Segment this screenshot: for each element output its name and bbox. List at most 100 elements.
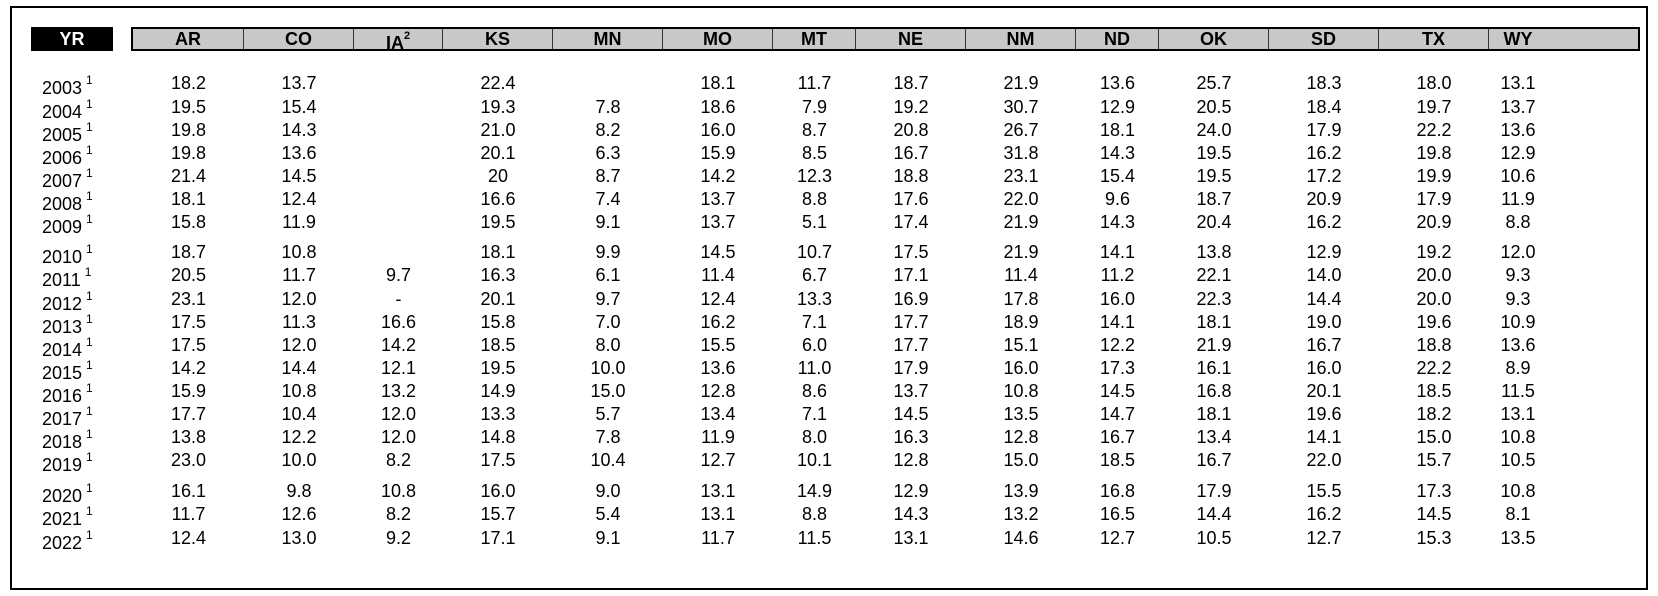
data-cell-ar: 17.5 (170, 335, 207, 355)
year-label: 2019 (42, 455, 83, 475)
column-header-ks: KS (443, 29, 553, 49)
data-cell-ne: 14.3 (893, 504, 929, 524)
data-cell-mt: 10.7 (796, 242, 833, 262)
data-cell-wy: 10.9 (1500, 312, 1536, 332)
data-cell-ks: 18.5 (480, 335, 516, 355)
data-cell-ne: 12.9 (893, 481, 929, 501)
data-cell-mt: 7.9 (801, 97, 828, 117)
data-cell-co: 13.0 (281, 528, 317, 548)
data-cell-ks: 15.8 (480, 312, 516, 332)
column-header-label: MT (801, 29, 827, 49)
year-label: 2012 (42, 294, 83, 314)
data-cell-mn: 9.0 (595, 481, 621, 501)
data-cell-ia: 14.2 (380, 335, 417, 355)
data-cell-ks: 20.1 (480, 289, 516, 309)
data-cell-ne: 17.7 (893, 312, 929, 332)
data-cell-ok: 25.7 (1196, 73, 1232, 93)
data-cell-nd: 12.2 (1099, 335, 1136, 355)
data-cell-tx: 19.6 (1416, 312, 1452, 332)
data-cell-tx: 19.8 (1416, 143, 1452, 163)
table-row: 2007 1 21.4 14.5 20 8.7 14.2 12.3 18.8 23.1 15.4 19… (0, 165, 1658, 191)
data-cell-ok: 18.1 (1196, 312, 1232, 332)
year-label: 2022 (42, 533, 83, 553)
data-cell-nm: 21.9 (1003, 73, 1039, 93)
data-cell-ok: 10.5 (1196, 528, 1232, 548)
data-cell-mt: 11.5 (797, 528, 832, 548)
data-cell-ok: 16.1 (1196, 358, 1232, 378)
column-header-co: CO (244, 29, 354, 49)
data-cell-nm: 12.8 (1003, 427, 1039, 447)
data-cell-ok: 19.5 (1196, 166, 1232, 186)
data-cell-ar: 19.8 (170, 143, 207, 163)
data-cell-wy: 11.9 (1501, 189, 1535, 209)
table-row: 2017 1 17.7 10.4 12.0 13.3 5.7 13.4 7.1 14.5 13.5 1… (0, 403, 1658, 429)
table-row: 2004 1 19.5 15.4 19.3 7.8 18.6 7.9 19.2 30.7 12.9 2… (0, 96, 1658, 122)
data-cell-ne: 18.7 (893, 73, 929, 93)
data-cell-mn: 10.4 (590, 450, 626, 470)
data-cell-nd: 14.1 (1099, 312, 1136, 332)
year-label: 2009 (42, 217, 83, 237)
data-cell-ia: 8.2 (385, 450, 412, 470)
data-cell-ar: 23.1 (170, 289, 207, 309)
data-cell-ok: 20.4 (1196, 212, 1232, 232)
data-cell-ar: 15.9 (170, 381, 207, 401)
data-cell-ok: 13.8 (1196, 242, 1232, 262)
data-cell-ne: 13.1 (893, 528, 929, 548)
data-cell-ks: 20 (487, 166, 509, 186)
data-cell-mt: 8.7 (801, 120, 828, 140)
year-column-header: YR (31, 27, 113, 51)
year-label: 2018 (42, 432, 83, 452)
data-cell-mo: 11.9 (701, 427, 735, 447)
data-cell-nd: 18.5 (1099, 450, 1136, 470)
data-cell-co: 10.8 (281, 242, 317, 262)
data-cell-co: 11.7 (282, 265, 316, 285)
data-cell-co: 13.7 (281, 73, 317, 93)
year-label: 2003 (42, 78, 83, 98)
year-label: 2016 (42, 386, 83, 406)
data-cell-mn: 5.7 (595, 404, 621, 424)
column-header-label: AR (175, 29, 201, 49)
data-cell-mo: 13.1 (700, 481, 736, 501)
data-cell-nm: 22.0 (1003, 189, 1039, 209)
data-cell-ks: 18.1 (480, 242, 516, 262)
data-cell-sd: 16.7 (1306, 335, 1342, 355)
data-cell-ok: 13.4 (1196, 427, 1232, 447)
data-cell-ar: 19.5 (170, 97, 207, 117)
data-cell-tx: 19.9 (1416, 166, 1452, 186)
year-cell: 2012 1 (42, 288, 122, 315)
data-cell-sd: 22.0 (1306, 450, 1342, 470)
data-cell-sd: 18.4 (1306, 97, 1342, 117)
data-cell-ks: 20.1 (480, 143, 516, 163)
data-cell-ok: 14.4 (1196, 504, 1232, 524)
data-cell-sd: 17.2 (1306, 166, 1342, 186)
data-cell-mn: 7.0 (595, 312, 621, 332)
data-cell-mn: 5.4 (595, 504, 621, 524)
data-cell-mn: 10.0 (590, 358, 626, 378)
data-cell-ks: 21.0 (480, 120, 516, 140)
footnote-marker: 1 (86, 189, 93, 203)
data-cell-wy: 13.5 (1500, 528, 1536, 548)
data-cell-mo: 11.4 (701, 265, 735, 285)
data-cell-nd: 14.3 (1099, 143, 1136, 163)
year-cell: 2020 1 (42, 480, 122, 507)
data-cell-ia: 12.0 (380, 404, 417, 424)
data-cell-wy: 8.8 (1505, 212, 1531, 232)
year-label: 2010 (42, 247, 83, 267)
column-header-label: NM (1006, 29, 1035, 49)
table-row: 2005 1 19.8 14.3 21.0 8.2 16.0 8.7 20.8 26.7 18.1 2… (0, 119, 1658, 145)
data-cell-wy: 13.6 (1500, 335, 1536, 355)
data-cell-mo: 18.1 (700, 73, 736, 93)
column-header-label: MO (703, 29, 732, 49)
data-cell-mt: 8.8 (801, 504, 828, 524)
data-cell-mo: 13.6 (700, 358, 736, 378)
year-cell: 2014 1 (42, 334, 122, 361)
data-cell-co: 9.8 (286, 481, 312, 501)
footnote-marker: 2 (403, 30, 411, 42)
data-cell-ks: 16.6 (480, 189, 516, 209)
data-cell-ne: 17.1 (893, 265, 929, 285)
data-cell-mo: 12.4 (700, 289, 736, 309)
year-label: 2005 (42, 125, 83, 145)
year-cell: 2013 1 (42, 311, 122, 338)
data-cell-co: 12.0 (281, 289, 317, 309)
data-cell-ar: 11.7 (171, 504, 206, 524)
